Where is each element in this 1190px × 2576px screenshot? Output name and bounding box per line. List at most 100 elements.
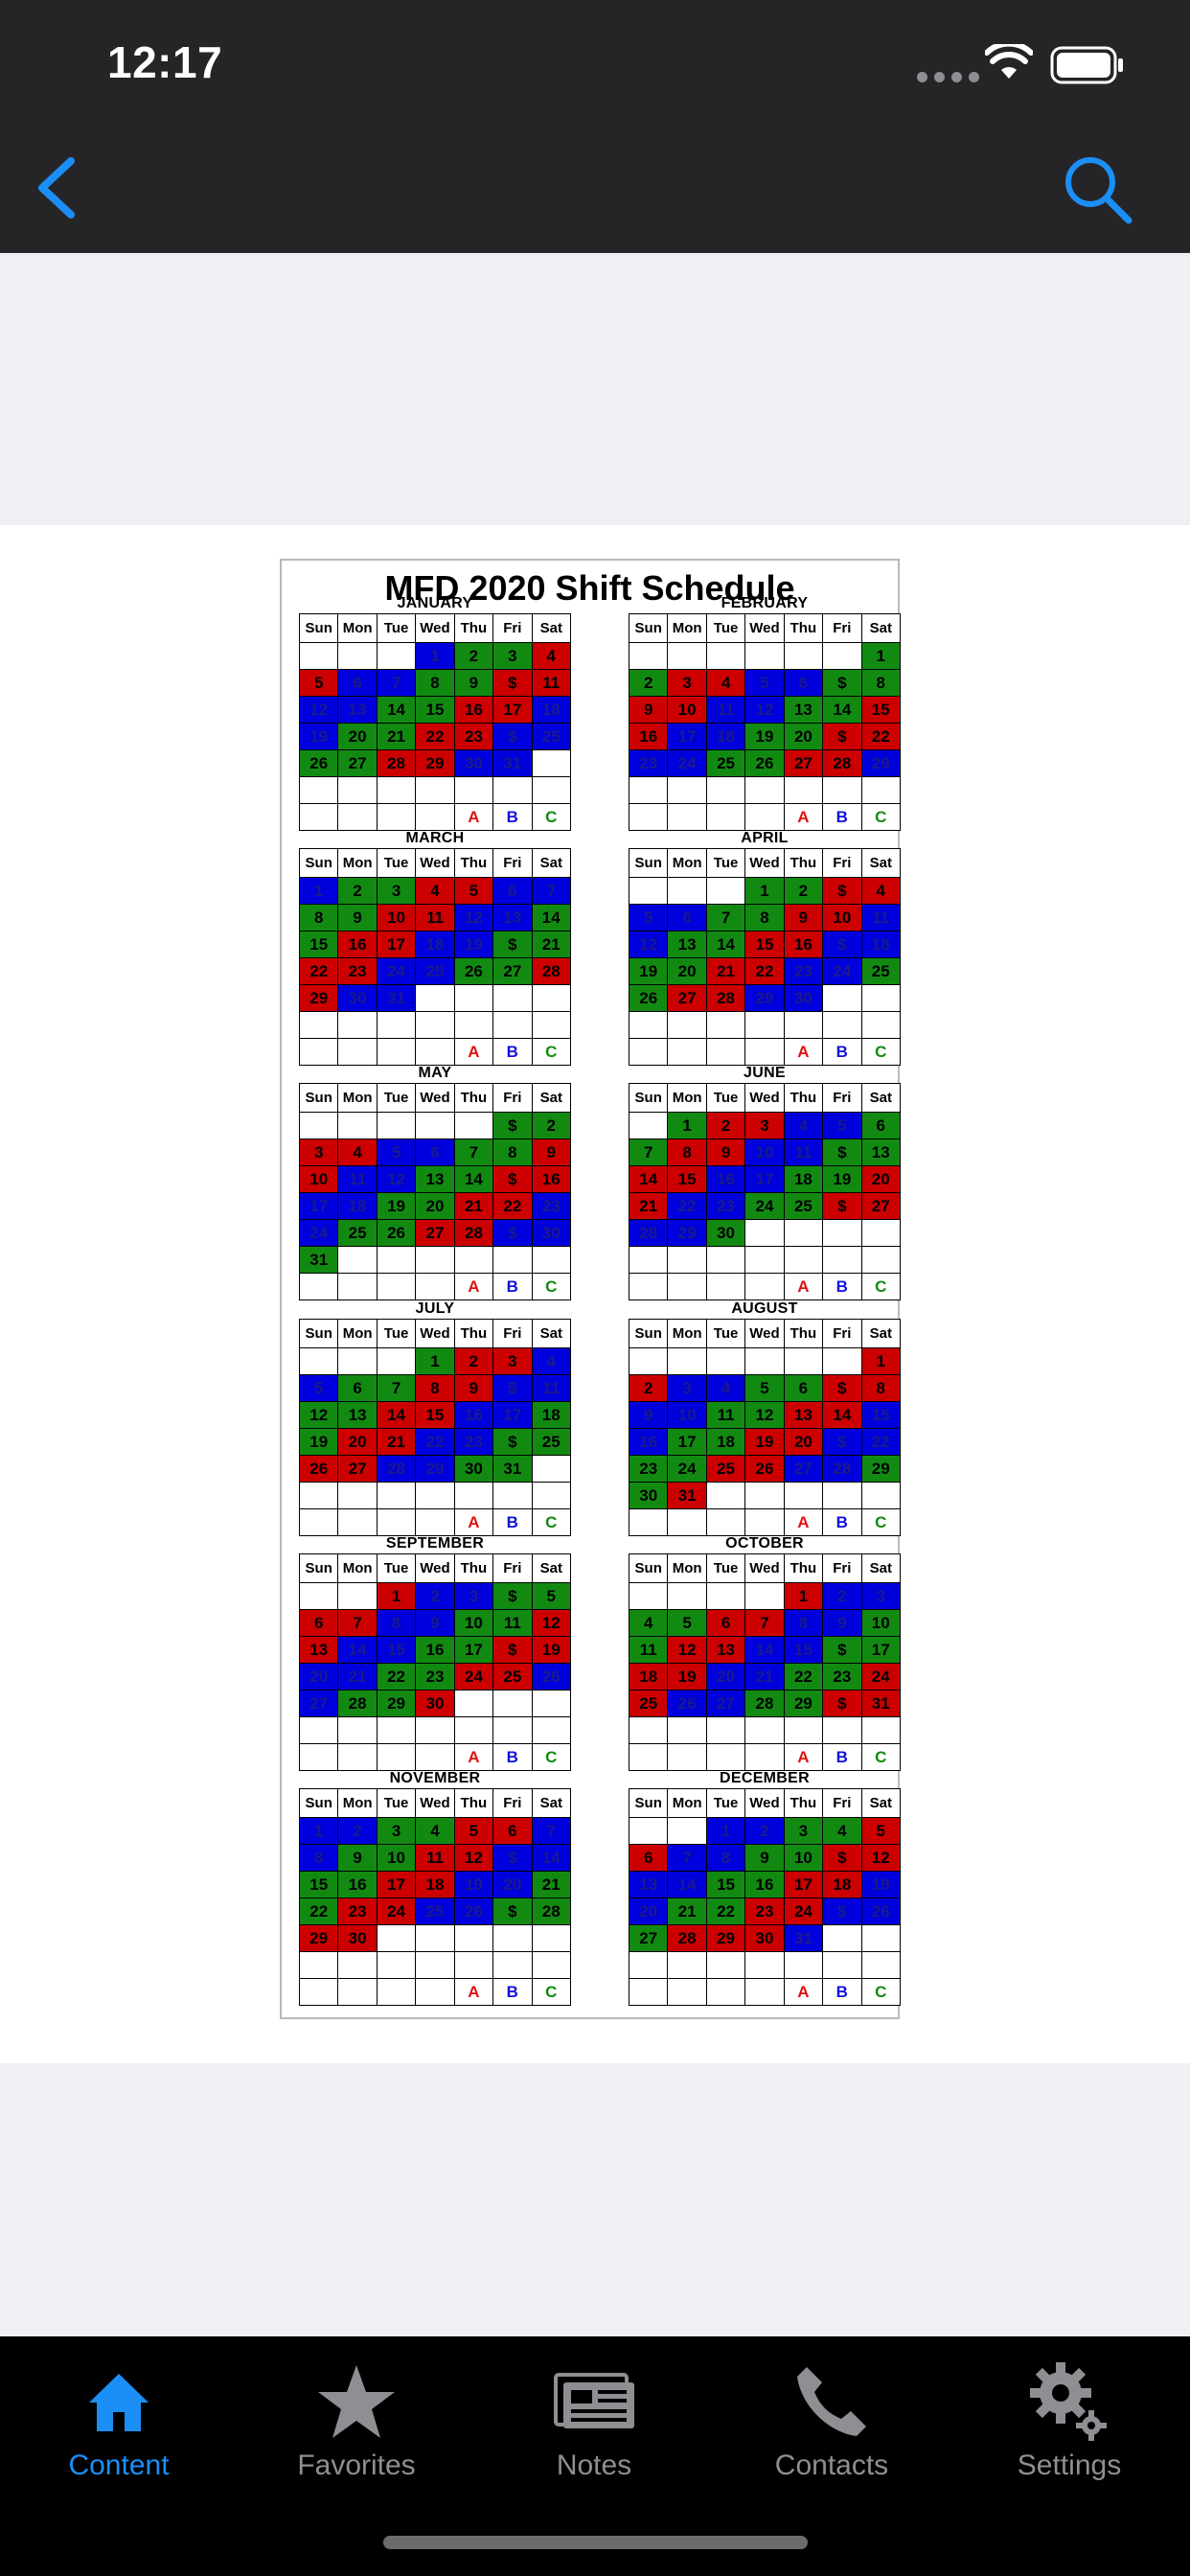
day-cell: 28 — [822, 749, 862, 777]
day-header: Tue — [705, 1319, 746, 1348]
day-cell: 1 — [860, 1347, 902, 1375]
day-cell: 19 — [744, 1428, 785, 1456]
day-cell: 12 — [628, 931, 669, 958]
month-name: JUNE — [744, 1065, 786, 1081]
tab-notes[interactable]: Notes — [475, 2336, 713, 2490]
day-cell — [415, 776, 455, 804]
day-cell — [744, 1273, 785, 1300]
day-cell: 13 — [705, 1636, 746, 1664]
shift-legend-a: A — [453, 1273, 494, 1300]
day-cell: 18 — [531, 1401, 572, 1429]
day-cell: 26 — [667, 1690, 707, 1717]
day-cell — [337, 776, 378, 804]
day-cell: 7 — [531, 877, 572, 905]
day-cell: 31 — [492, 749, 533, 777]
tab-contacts[interactable]: Contacts — [713, 2336, 950, 2490]
day-cell: 14 — [376, 1401, 417, 1429]
day-cell — [628, 1038, 669, 1066]
day-cell: 12 — [667, 1636, 707, 1664]
day-cell: 15 — [298, 931, 339, 958]
shift-legend-c: C — [860, 803, 902, 831]
shift-legend-c: C — [860, 1978, 902, 2006]
day-cell: 12 — [531, 1609, 572, 1637]
day-cell: 22 — [415, 723, 455, 750]
day-cell: 24 — [822, 957, 862, 985]
day-cell: 17 — [744, 1165, 785, 1193]
day-cell: 3 — [376, 1817, 417, 1845]
day-cell — [376, 1347, 417, 1375]
day-header: Sun — [298, 1553, 339, 1583]
shift-legend-b: B — [822, 1508, 862, 1536]
day-cell — [415, 803, 455, 831]
tab-settings[interactable]: Settings — [950, 2336, 1188, 2490]
day-cell: 4 — [822, 1817, 862, 1845]
day-cell: $ — [822, 723, 862, 750]
day-cell — [337, 1112, 378, 1139]
day-cell: 12 — [453, 904, 494, 932]
day-cell — [860, 1011, 902, 1039]
day-cell: 8 — [783, 1609, 824, 1637]
month-calendar: Sun Mon Tue Wed Thu Fri Sat 1 2 3 4 5 6 7 8 9 10 11 12 13 14… — [628, 1553, 902, 1771]
shift-legend-a: A — [783, 803, 824, 831]
day-cell: 23 — [705, 1192, 746, 1220]
cellular-signal-icon — [917, 72, 979, 82]
day-cell: 8 — [860, 1374, 902, 1402]
day-cell: 1 — [415, 1347, 455, 1375]
day-cell: 16 — [628, 1428, 669, 1456]
shift-legend-c: C — [531, 1743, 572, 1771]
day-cell — [415, 1978, 455, 2006]
day-cell — [337, 642, 378, 670]
day-cell — [337, 1273, 378, 1300]
tab-favorites[interactable]: Favorites — [238, 2336, 475, 2490]
day-cell — [783, 1716, 824, 1744]
month-calendar: Sun Mon Tue Wed Thu Fri Sat 1 2 3 4 5 6 7 8 9 10 11 $13 14 1… — [628, 1083, 902, 1300]
day-cell — [376, 1482, 417, 1509]
back-button[interactable] — [29, 153, 86, 222]
day-cell — [628, 1978, 669, 2006]
day-cell — [376, 1743, 417, 1771]
home-indicator[interactable] — [383, 2536, 808, 2549]
day-cell: 1 — [783, 1582, 824, 1610]
day-cell: 24 — [667, 1455, 707, 1483]
day-header: Wed — [415, 1553, 455, 1583]
day-header: Thu — [453, 1553, 494, 1583]
day-cell — [628, 1112, 669, 1139]
day-cell: 23 — [628, 1455, 669, 1483]
day-cell: 5 — [376, 1138, 417, 1166]
shift-legend-b: B — [492, 803, 533, 831]
day-cell — [298, 1273, 339, 1300]
shift-legend-b: B — [822, 1038, 862, 1066]
day-cell: 21 — [376, 723, 417, 750]
day-cell: 27 — [492, 957, 533, 985]
tab-content[interactable]: Content — [0, 2336, 238, 2490]
day-cell: 8 — [415, 1374, 455, 1402]
day-cell: 29 — [298, 1924, 339, 1952]
month-name: NOVEMBER — [389, 1770, 481, 1786]
day-cell: 19 — [453, 931, 494, 958]
day-cell — [376, 776, 417, 804]
day-cell: 25 — [628, 1690, 669, 1717]
day-cell: 28 — [822, 1455, 862, 1483]
day-cell: 18 — [415, 1871, 455, 1898]
day-cell: 20 — [860, 1165, 902, 1193]
day-cell: 31 — [376, 984, 417, 1012]
day-cell — [705, 1246, 746, 1274]
day-cell: 1 — [298, 1817, 339, 1845]
day-cell: 18 — [822, 1871, 862, 1898]
day-cell: 20 — [415, 1192, 455, 1220]
status-time: 12:17 — [107, 37, 223, 87]
day-cell: 14 — [667, 1871, 707, 1898]
day-cell — [337, 1246, 378, 1274]
day-cell — [744, 1582, 785, 1610]
day-cell — [492, 1690, 533, 1717]
day-cell: 7 — [337, 1609, 378, 1637]
month-name: MAY — [418, 1065, 452, 1081]
day-cell: $ — [492, 1165, 533, 1193]
day-cell: 27 — [783, 749, 824, 777]
day-cell: 4 — [415, 1817, 455, 1845]
day-cell: 28 — [337, 1690, 378, 1717]
day-header: Sat — [860, 1788, 902, 1818]
search-button[interactable] — [1062, 153, 1134, 226]
day-cell — [822, 1924, 862, 1952]
day-cell: $ — [492, 1374, 533, 1402]
